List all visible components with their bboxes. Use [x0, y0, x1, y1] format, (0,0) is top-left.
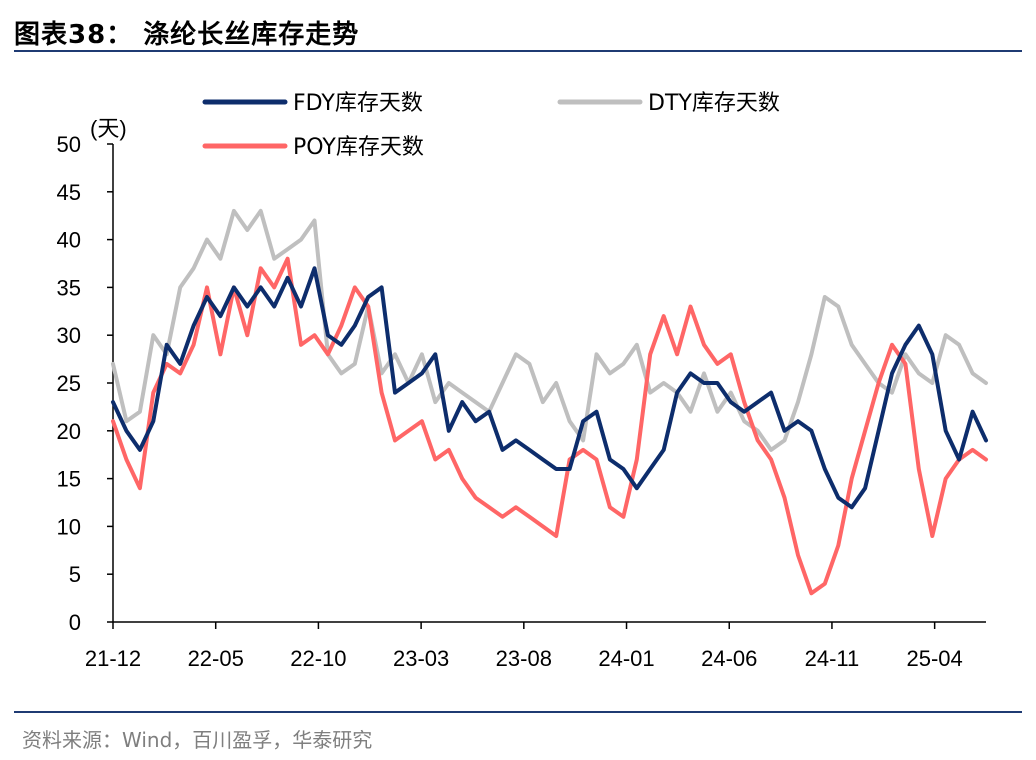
- x-tick-label: 23-08: [496, 646, 552, 671]
- top-rule: [14, 50, 1022, 52]
- x-tick-label: 22-05: [188, 646, 244, 671]
- x-tick-label: 25-04: [907, 646, 963, 671]
- y-tick-label: 20: [57, 419, 81, 444]
- x-tick-label: 21-12: [85, 646, 141, 671]
- y-tick-label: 15: [57, 467, 81, 492]
- legend: FDY库存天数 DTY库存天数 POY库存天数: [202, 91, 780, 160]
- y-tick-label: 25: [57, 371, 81, 396]
- legend-label-2: POY库存天数: [293, 135, 424, 160]
- y-tick-label: 40: [57, 228, 81, 253]
- y-axis-label: (天): [90, 116, 127, 141]
- x-tick-label: 22-10: [290, 646, 346, 671]
- source-note: 资料来源：Wind，百川盈孚，华泰研究: [22, 728, 373, 752]
- y-tick-label: 30: [57, 323, 81, 348]
- series-line-0: [111, 266, 988, 510]
- bottom-rule: [14, 711, 1022, 713]
- series-group: [111, 208, 988, 596]
- axes: 0 5 10 15 20 25 30 35 40 45 50 21-12 22-05 22-10 23-03…: [57, 132, 986, 671]
- legend-label-1: DTY库存天数: [648, 91, 780, 116]
- series-line-2: [111, 256, 988, 596]
- y-tick-label: 45: [57, 180, 81, 205]
- y-tick-label: 10: [57, 514, 81, 539]
- x-tick-label: 24-11: [805, 646, 860, 671]
- chart-title: 图表38： 涤纶长丝库存走势: [14, 20, 360, 50]
- series-line-1: [111, 208, 988, 452]
- y-tick-label: 35: [57, 275, 81, 300]
- x-tick-label: 24-01: [598, 646, 654, 671]
- x-tick-label: 24-06: [701, 646, 757, 671]
- x-tick-label: 23-03: [393, 646, 449, 671]
- y-tick-label: 5: [69, 562, 81, 587]
- legend-label-0: FDY库存天数: [293, 91, 423, 116]
- y-tick-label: 0: [69, 610, 81, 635]
- y-tick-label: 50: [57, 132, 81, 157]
